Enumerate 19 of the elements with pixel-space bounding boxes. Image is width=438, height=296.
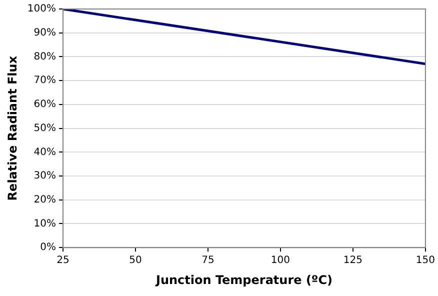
y-tick-label: 40% bbox=[34, 146, 56, 158]
y-tick-label: 20% bbox=[34, 194, 56, 206]
x-tick-label: 25 bbox=[56, 255, 70, 266]
y-tick-label: 50% bbox=[34, 122, 56, 134]
x-tick-label: 100 bbox=[270, 255, 290, 266]
y-tick-label: 60% bbox=[34, 99, 56, 110]
y-tick-label: 70% bbox=[34, 75, 56, 86]
x-tick-label: 50 bbox=[129, 255, 142, 266]
y-tick-label: 10% bbox=[34, 218, 56, 230]
y-tick-label: 80% bbox=[34, 51, 56, 62]
y-axis-title: Relative Radiant Flux bbox=[5, 56, 20, 201]
y-tick-label: 0% bbox=[40, 242, 56, 254]
y-tick-label: 30% bbox=[34, 170, 56, 182]
y-tick-label: 90% bbox=[34, 27, 56, 38]
x-tick-label: 150 bbox=[416, 255, 436, 266]
x-axis-title: Junction Temperature (ºC) bbox=[154, 272, 332, 287]
y-tick-label: 100% bbox=[27, 4, 56, 15]
x-tick-label: 75 bbox=[202, 255, 214, 266]
x-tick-label: 125 bbox=[343, 255, 363, 266]
